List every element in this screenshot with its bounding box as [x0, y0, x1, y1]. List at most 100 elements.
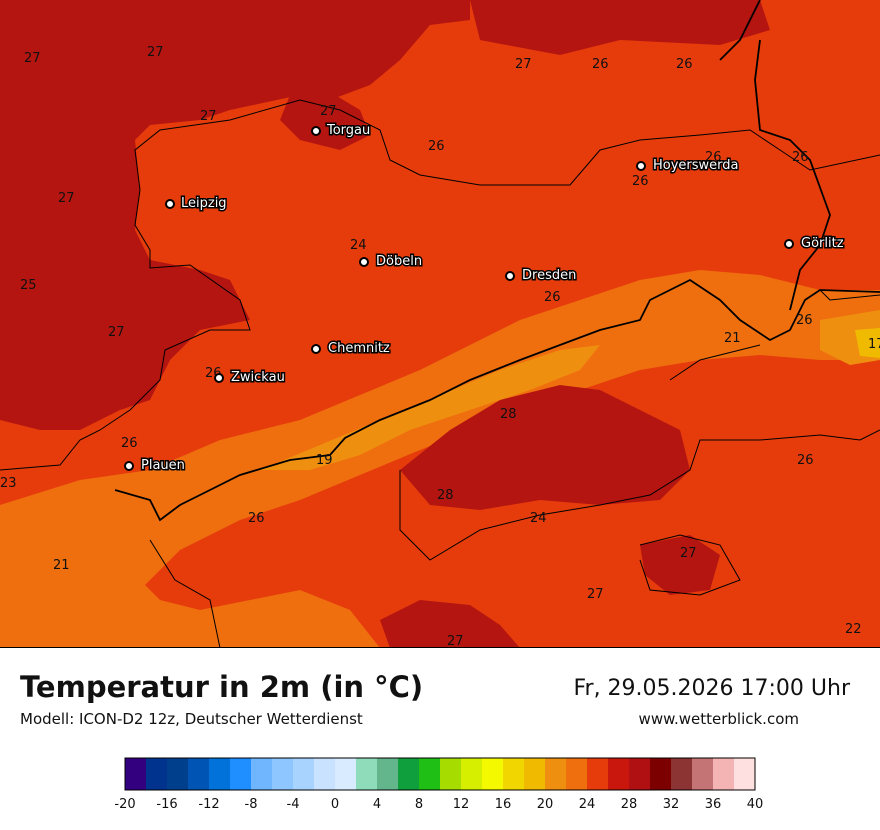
legend-swatch	[734, 758, 756, 790]
map-value: 26	[797, 453, 814, 468]
city-label: Zwickau	[231, 370, 285, 385]
value-labels: 27 27 27 27 27 26 26 26 26 26 26 27 24 2…	[0, 45, 880, 648]
city-marker	[214, 373, 224, 383]
city-doebeln[interactable]: Döbeln	[359, 253, 424, 271]
city-torgau[interactable]: Torgau	[311, 122, 372, 140]
city-label: Torgau	[326, 123, 370, 138]
legend-tick-label: -20	[114, 797, 135, 812]
map-value: 27	[200, 109, 217, 124]
model-info: Modell: ICON-D2 12z, Deutscher Wetterdie…	[20, 710, 363, 728]
legend-swatch	[629, 758, 651, 790]
legend-tick-label: 16	[495, 797, 512, 812]
map-value: 26	[592, 57, 609, 72]
legend-tick-label: -4	[287, 797, 300, 812]
map-value: 26	[796, 313, 813, 328]
map-value: 27	[24, 51, 41, 66]
map-value: 27	[320, 104, 337, 119]
map-value: 24	[350, 238, 367, 253]
legend-swatch	[398, 758, 420, 790]
city-marker	[165, 199, 175, 209]
legend-swatch	[251, 758, 273, 790]
temperature-map: 27 27 27 27 27 26 26 26 26 26 26 27 24 2…	[0, 0, 880, 648]
forecast-datetime: Fr, 29.05.2026 17:00 Uhr	[573, 676, 850, 701]
legend-tick-label: 24	[579, 797, 596, 812]
legend-ticks: -20 -16 -12 -8 -4 0 4 8 12 16 20 24 28 32 36 40	[114, 797, 763, 812]
legend-swatch	[482, 758, 504, 790]
warm-zone-northwest	[0, 0, 470, 430]
legend-swatch	[545, 758, 567, 790]
city-leipzig[interactable]: Leipzig	[165, 195, 228, 213]
map-value: 27	[108, 325, 125, 340]
legend-swatch	[419, 758, 441, 790]
city-label: Plauen	[141, 458, 185, 473]
city-goerlitz[interactable]: Görlitz	[784, 235, 845, 253]
legend-swatch	[461, 758, 483, 790]
map-value: 22	[845, 622, 862, 637]
legend-swatch	[230, 758, 252, 790]
warm-zone-bohemia	[400, 385, 690, 510]
legend-tick-label: 32	[663, 797, 680, 812]
map-value: 24	[530, 511, 547, 526]
map-value: 27	[680, 546, 697, 561]
border-saxony-north	[134, 99, 880, 191]
city-chemnitz[interactable]: Chemnitz	[311, 340, 391, 358]
warm-zone-bohemia-south	[640, 535, 720, 595]
warm-zone-north	[470, 0, 770, 55]
legend-tick-label: 40	[747, 797, 764, 812]
legend-tick-label: -16	[156, 797, 177, 812]
city-marker	[784, 239, 794, 249]
border-czech-regions	[399, 344, 880, 596]
legend-tick-label: 28	[621, 797, 638, 812]
legend-swatch	[566, 758, 588, 790]
border-germany-poland	[719, 0, 831, 311]
map-value: 26	[544, 290, 561, 305]
city-plauen[interactable]: Plauen	[124, 457, 186, 475]
border-poland-east	[819, 289, 880, 301]
warm-zone-west	[0, 280, 120, 390]
legend-swatch	[293, 758, 315, 790]
color-legend: -20 -16 -12 -8 -4 0 4 8 12 16 20 24 28 32 36 40	[114, 757, 763, 812]
map-value: 26	[632, 174, 649, 189]
legend-swatch	[167, 758, 189, 790]
legend-swatch	[692, 758, 714, 790]
map-value: 26	[428, 139, 445, 154]
legend-swatches	[125, 758, 756, 790]
city-label: Hoyerswerda	[653, 158, 739, 173]
city-dresden[interactable]: Dresden	[505, 267, 578, 285]
map-value: 26	[792, 150, 809, 165]
map-value: 26	[676, 57, 693, 72]
website-link[interactable]: www.wetterblick.com	[638, 710, 799, 728]
legend-tick-label: 0	[331, 797, 339, 812]
city-label: Chemnitz	[328, 341, 390, 356]
city-label: Görlitz	[801, 236, 844, 251]
map-title: Temperatur in 2m (in °C)	[20, 670, 424, 704]
map-value: 27	[58, 191, 75, 206]
legend-swatch	[587, 758, 609, 790]
legend-swatch	[440, 758, 462, 790]
warm-zone-south	[380, 600, 520, 648]
map-value: 17	[868, 337, 880, 352]
legend-swatch	[188, 758, 210, 790]
map-value: 27	[587, 587, 604, 602]
legend-swatch	[272, 758, 294, 790]
city-zwickau[interactable]: Zwickau	[214, 369, 286, 387]
map-value: 26	[248, 511, 265, 526]
map-value: 21	[53, 558, 70, 573]
city-marker	[359, 257, 369, 267]
city-hoyerswerda[interactable]: Hoyerswerda	[636, 157, 740, 175]
city-marker	[124, 461, 134, 471]
map-value: 27	[447, 634, 464, 648]
border-germany-czech	[114, 278, 880, 522]
map-value: 28	[437, 488, 454, 503]
map-value: 23	[0, 476, 17, 491]
legend-swatch	[524, 758, 546, 790]
city-marker	[636, 161, 646, 171]
legend-tick-label: 36	[705, 797, 722, 812]
legend-tick-label: 12	[453, 797, 470, 812]
legend-swatch	[314, 758, 336, 790]
legend-frame	[124, 757, 756, 791]
cool-zone-south	[0, 540, 380, 648]
map-value: 26	[121, 436, 138, 451]
map-value: 25	[20, 278, 37, 293]
legend-swatch	[356, 758, 378, 790]
